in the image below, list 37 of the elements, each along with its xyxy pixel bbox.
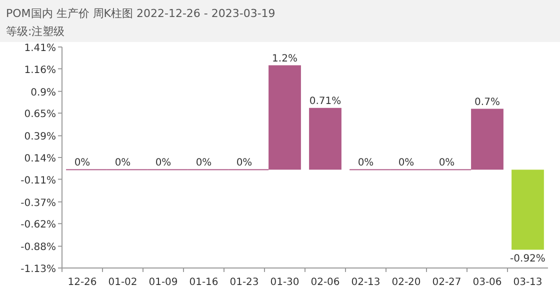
data-label: 0.71%	[309, 96, 342, 107]
x-tick-label: 01-23	[230, 277, 259, 288]
data-label: 1.2%	[272, 53, 298, 64]
data-label: 0%	[196, 158, 212, 169]
data-label: 0%	[236, 158, 252, 169]
data-label: -0.92%	[510, 254, 546, 265]
data-label: 0.7%	[474, 96, 500, 108]
data-label: 0%	[438, 158, 455, 169]
data-label: 0%	[74, 158, 90, 169]
data-label: 0%	[114, 158, 131, 169]
data-label: 0%	[358, 158, 374, 169]
y-tick-label: 0.9%	[30, 87, 56, 98]
x-tick-label: 12-26	[68, 277, 97, 288]
x-tick-label: 03-06	[472, 277, 502, 288]
x-tick-label: 02-06	[310, 277, 340, 288]
data-label: 0%	[155, 158, 172, 169]
x-tick-label: 01-09	[148, 277, 178, 288]
y-tick-label: -0.11%	[20, 175, 56, 186]
x-tick-label: 02-13	[351, 277, 380, 288]
x-tick-label: 03-13	[513, 277, 542, 288]
data-label: 0%	[398, 158, 414, 169]
y-tick-label: -0.37%	[20, 198, 56, 209]
y-tick-label: -1.13%	[20, 264, 56, 275]
x-tick-label: 01-30	[270, 277, 300, 288]
y-tick-label: -0.88%	[20, 242, 56, 254]
y-tick-label: 1.41%	[24, 43, 56, 54]
x-tick-label: 01-02	[108, 277, 138, 288]
y-tick-label: -0.62%	[20, 220, 56, 231]
x-tick-label: 01-16	[189, 277, 218, 288]
x-tick-label: 02-20	[392, 277, 421, 288]
x-tick-label: 02-27	[432, 277, 462, 288]
chart-title: POM国内 生产价 周K柱图 2022-12-26 - 2023-03-19	[6, 7, 276, 20]
y-tick-label: 1.16%	[24, 64, 56, 76]
y-tick-label: 0.14%	[24, 154, 56, 164]
y-tick-label: 0.65%	[24, 109, 56, 120]
y-tick-label: 0.39%	[24, 132, 56, 143]
chart-subtitle: 等级:注塑级	[6, 25, 65, 38]
